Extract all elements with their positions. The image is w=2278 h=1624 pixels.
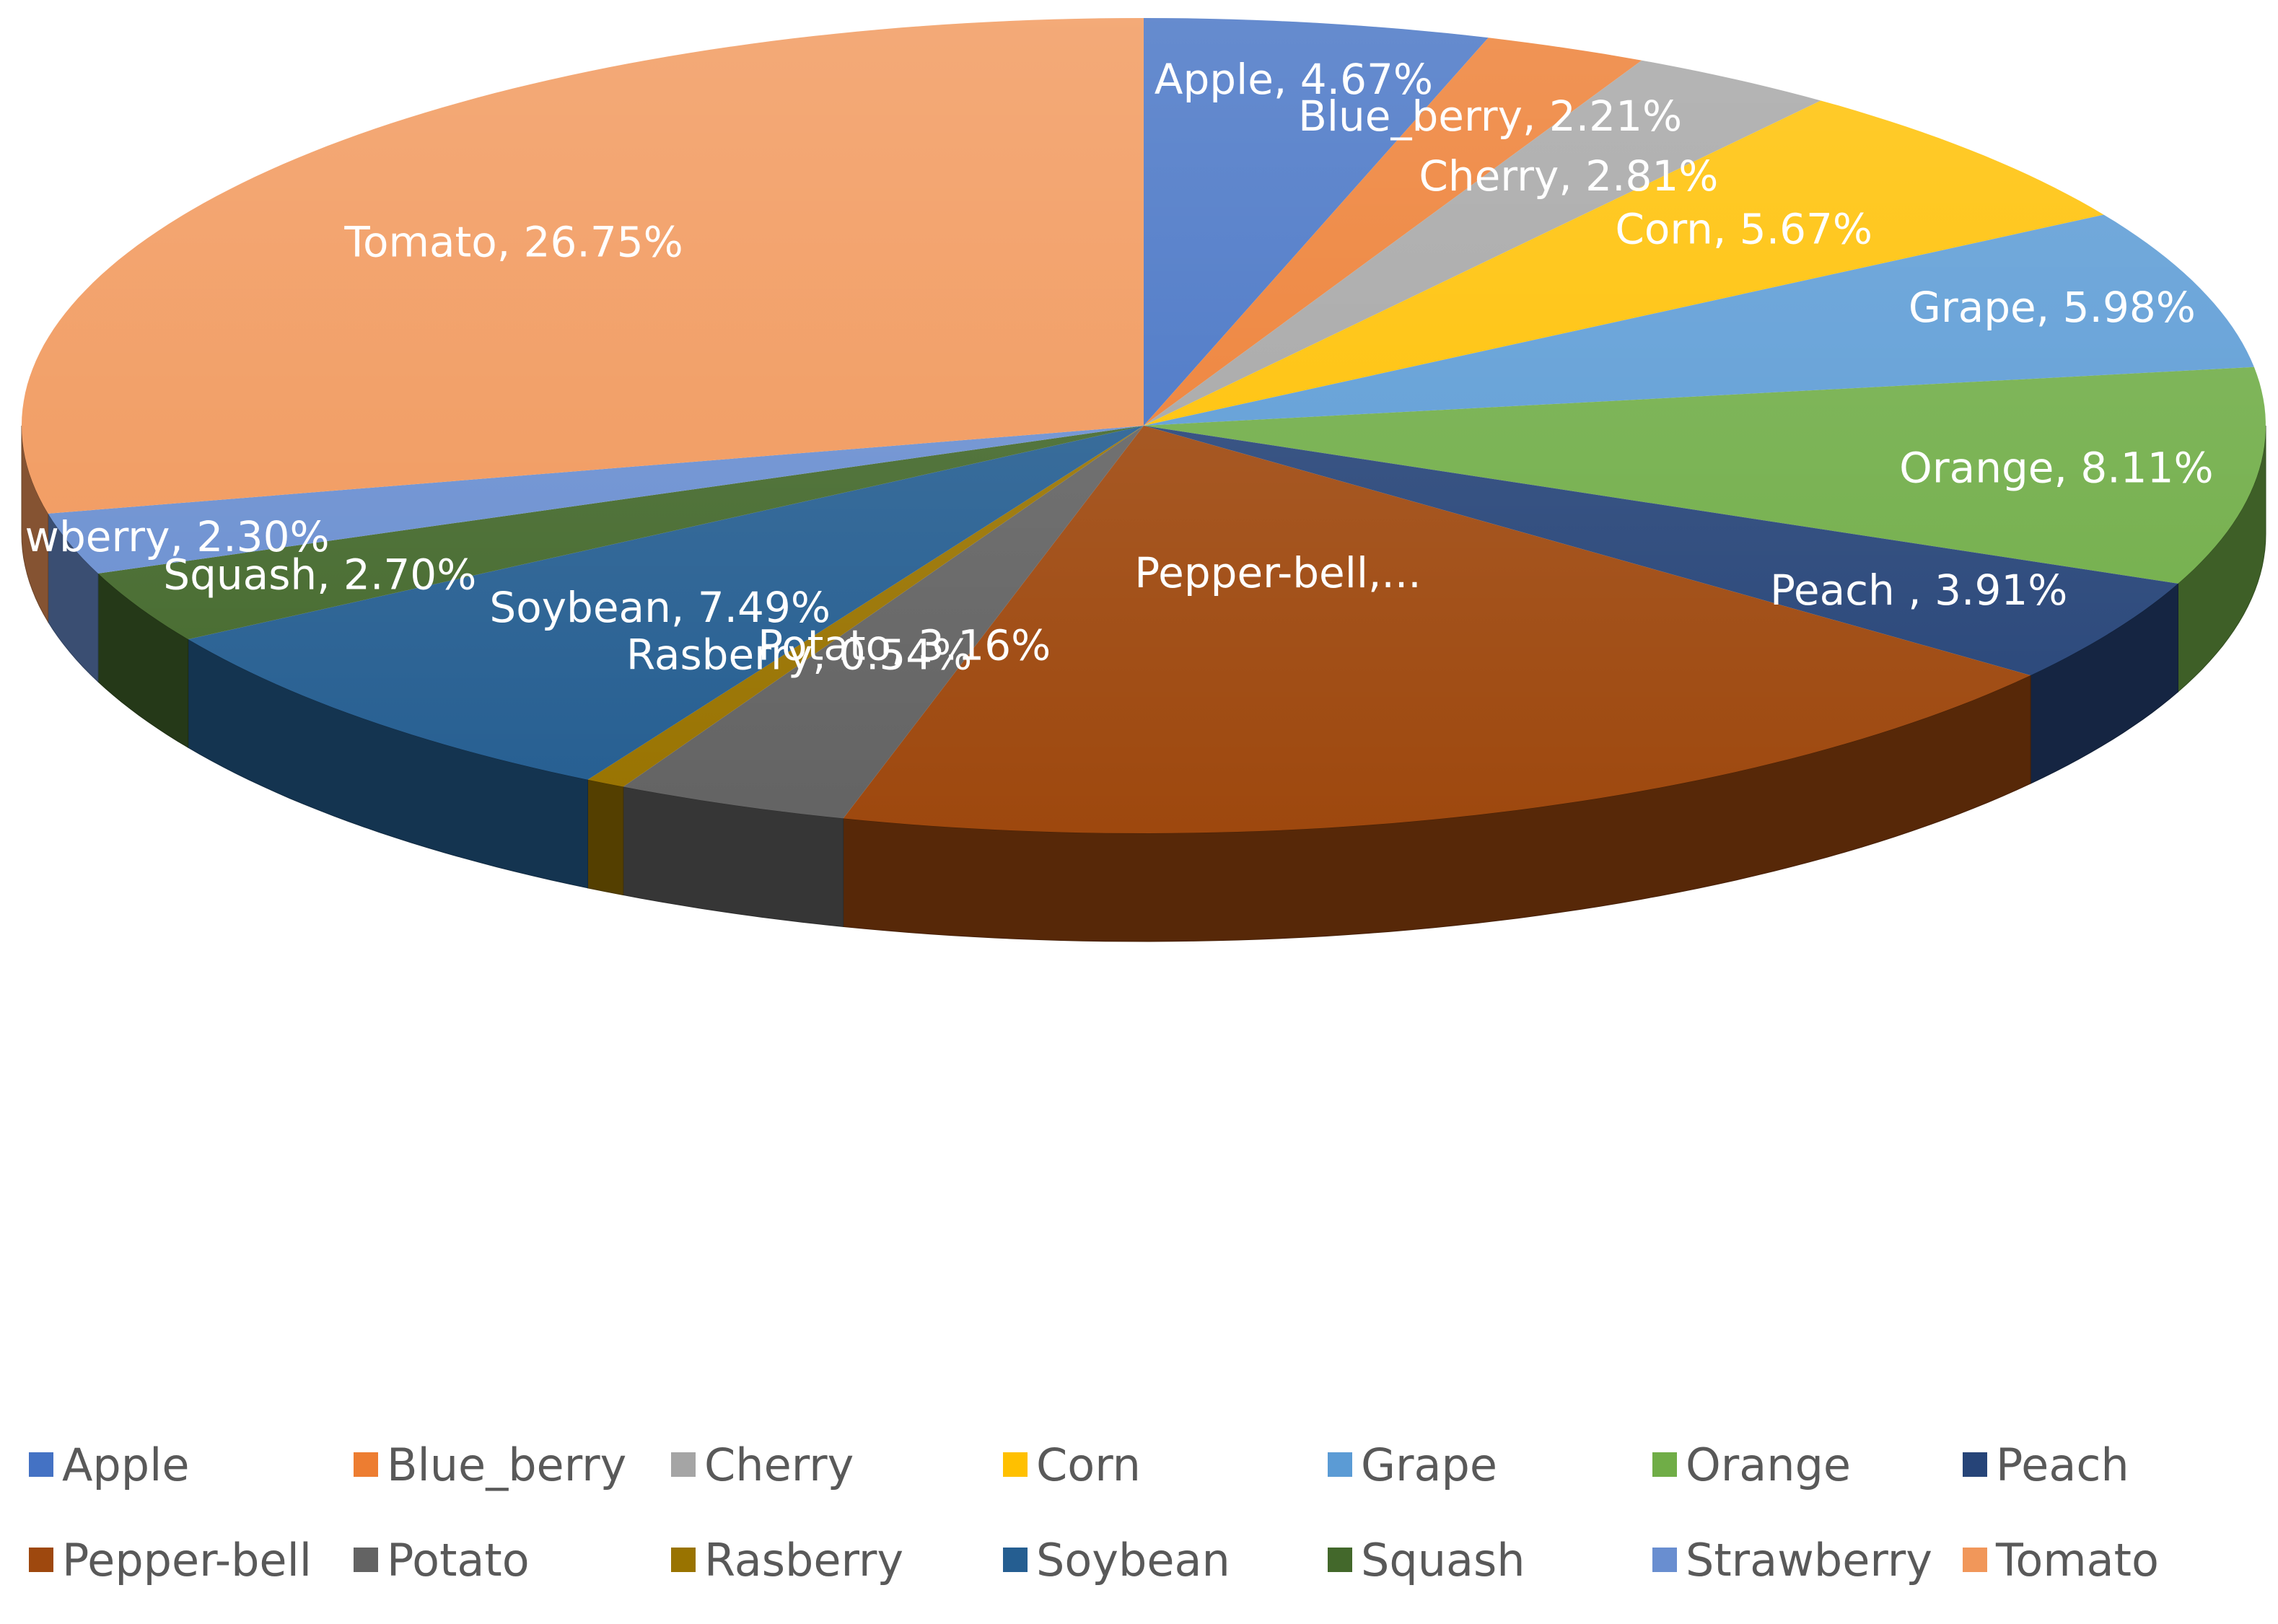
slice-side-rasberry (587, 779, 624, 896)
data-label-pepper-bell: Pepper-bell,... (1134, 548, 1421, 597)
legend-label: Grape (1361, 1438, 1498, 1491)
legend-swatch (671, 1548, 696, 1572)
legend-item-apple: Apple (29, 1436, 190, 1493)
legend-item-rasberry: Rasberry (671, 1531, 903, 1589)
legend-label: Pepper-bell (62, 1533, 312, 1586)
legend-item-potato: Potato (354, 1531, 530, 1589)
legend-swatch (1963, 1548, 1987, 1572)
legend-swatch (1328, 1452, 1352, 1477)
legend-label: Tomato (1996, 1533, 2159, 1586)
data-label-rasberry: Rasberry, 0.54% (626, 630, 972, 679)
data-label-strawberry: Strawberry, 2.30% (0, 512, 330, 561)
data-label-blue-berry: Blue_berry, 2.21% (1298, 92, 1682, 141)
legend-swatch (354, 1452, 378, 1477)
legend-swatch (1328, 1548, 1352, 1572)
pie-sides (21, 425, 2266, 942)
legend-label: Soybean (1036, 1533, 1230, 1586)
legend-item-pepper-bell: Pepper-bell (29, 1531, 312, 1589)
legend-item-peach: Peach (1963, 1436, 2129, 1493)
legend-item-tomato: Tomato (1963, 1531, 2159, 1589)
legend-label: Cherry (704, 1438, 854, 1491)
data-label-squash: Squash, 2.70% (163, 550, 476, 599)
data-label-peach: Peach , 3.91% (1770, 566, 2067, 615)
legend-item-orange: Orange (1652, 1436, 1851, 1493)
data-label-orange: Orange, 8.11% (1899, 444, 2213, 493)
legend-item-squash: Squash (1328, 1531, 1525, 1589)
legend-swatch (1652, 1452, 1677, 1477)
data-labels: Apple, 4.67%Blue_berry, 2.21% Cherry, 2.8… (0, 55, 2214, 679)
data-label-potato: Potato, 3.16% (758, 621, 1051, 670)
legend-label: Corn (1036, 1438, 1141, 1491)
data-label-soybean: Soybean, 7.49% (489, 583, 831, 632)
data-label-grape: Grape, 5.98% (1909, 283, 2196, 332)
legend-swatch (29, 1452, 53, 1477)
legend: Apple Blue_berry Cherry Corn Grape Orange Peac… (29, 1436, 2251, 1609)
legend-swatch (1963, 1452, 1987, 1477)
legend-label: Apple (62, 1438, 190, 1491)
data-label-tomato: Tomato, 26.75% (343, 217, 683, 266)
legend-item-cherry: Cherry (671, 1436, 854, 1493)
pie-gloss (22, 18, 2266, 833)
data-label-cherry: Cherry, 2.81% (1419, 152, 1718, 201)
legend-label: Squash (1361, 1533, 1525, 1586)
legend-label: Orange (1686, 1438, 1852, 1491)
legend-label: Strawberry (1686, 1533, 1932, 1586)
legend-item-strawberry: Strawberry (1652, 1531, 1932, 1589)
data-label-apple: Apple, 4.67% (1155, 55, 1433, 104)
legend-swatch (1003, 1548, 1028, 1572)
legend-swatch (29, 1548, 53, 1572)
legend-swatch (354, 1548, 378, 1572)
legend-item-blue-berry: Blue_berry (354, 1436, 626, 1493)
pie-plot-area: Apple, 4.67%Blue_berry, 2.21% Cherry, 2.8… (0, 18, 2266, 942)
legend-swatch (671, 1452, 696, 1477)
legend-label: Peach (1996, 1438, 2129, 1491)
pie-tops (22, 18, 2266, 833)
legend-swatch (1003, 1452, 1028, 1477)
legend-label: Blue_berry (387, 1438, 627, 1491)
legend-item-corn: Corn (1003, 1436, 1141, 1493)
legend-label: Potato (387, 1533, 530, 1586)
legend-item-grape: Grape (1328, 1436, 1497, 1493)
legend-item-soybean: Soybean (1003, 1531, 1230, 1589)
data-label-corn: Corn, 5.67% (1615, 205, 1872, 254)
legend-label: Rasberry (704, 1533, 904, 1586)
legend-swatch (1652, 1548, 1677, 1572)
